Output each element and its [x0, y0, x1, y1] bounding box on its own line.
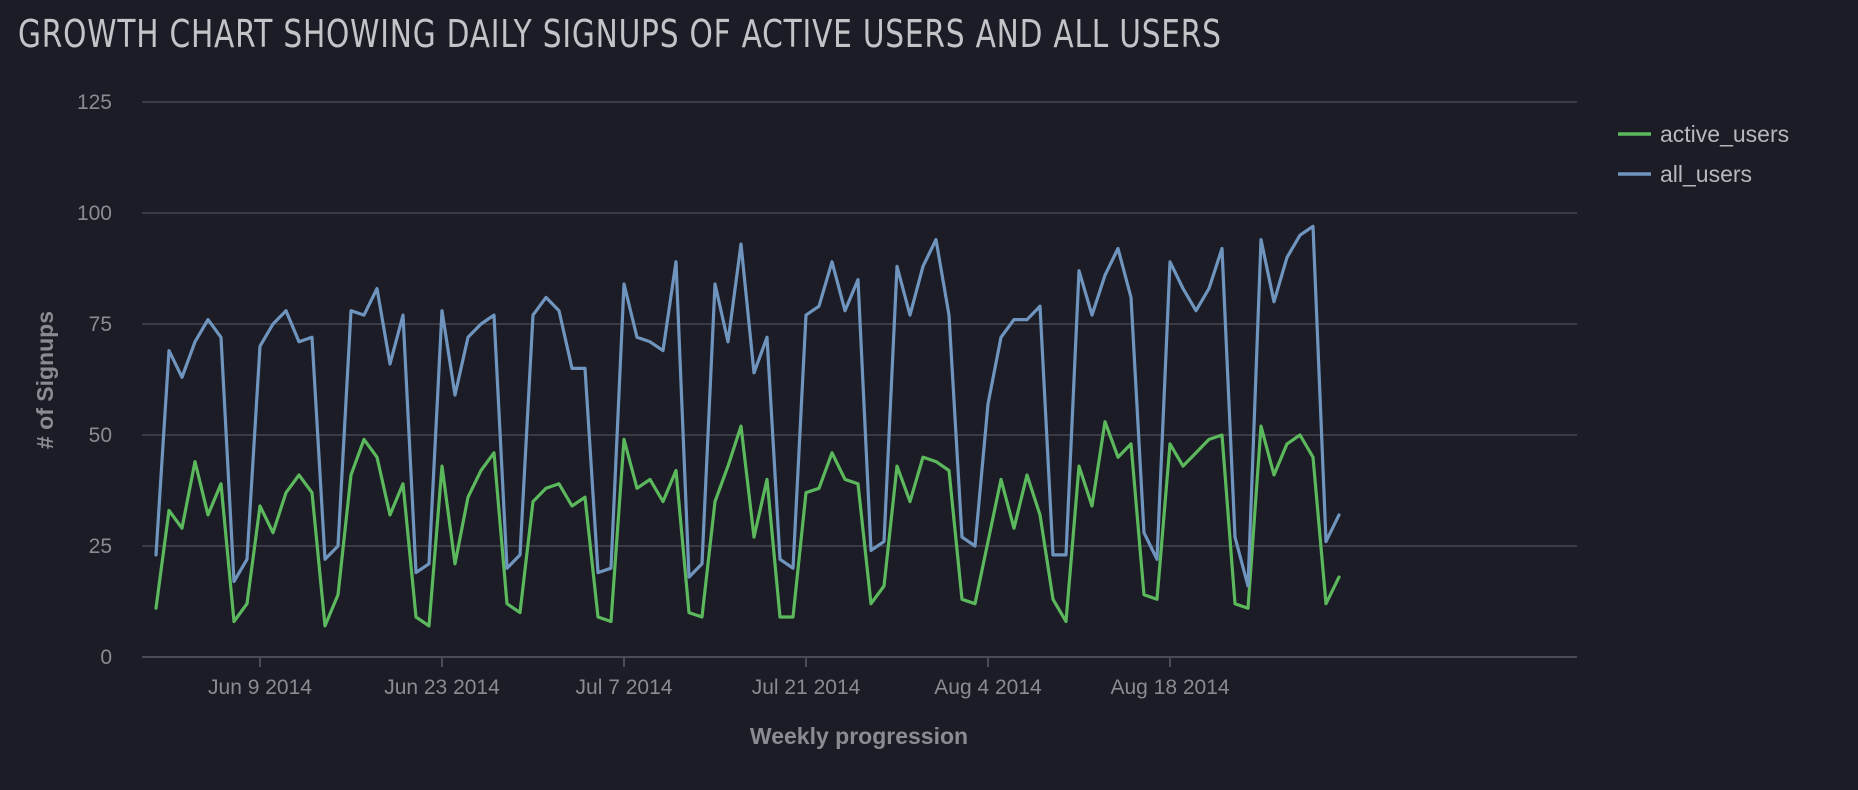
series-line-all-users [154, 224, 1341, 588]
y-axis-title: # of Signups [32, 311, 58, 449]
y-tick-label: 25 [89, 535, 112, 558]
legend-item-active-users[interactable]: active_users [1618, 121, 1789, 147]
y-tick-labels: 0 25 50 75 100 125 [77, 91, 112, 669]
x-tick-label: Jun 23 2014 [384, 676, 500, 699]
x-axis-title: Weekly progression [750, 723, 968, 749]
y-tick-label: 0 [100, 646, 112, 669]
chart-title: GROWTH CHART SHOWING DAILY SIGNUPS OF AC… [18, 12, 1222, 56]
grid-lines [142, 101, 1577, 658]
y-tick-label: 100 [77, 202, 112, 225]
y-tick-label: 125 [77, 91, 112, 114]
legend-label: all_users [1660, 161, 1752, 187]
x-tick-label: Jul 21 2014 [752, 676, 861, 699]
legend-label: active_users [1660, 121, 1789, 147]
x-tick-label: Jun 9 2014 [208, 676, 312, 699]
y-tick-label: 50 [89, 424, 112, 447]
x-tick-labels: Jun 9 2014 Jun 23 2014 Jul 7 2014 Jul 21 20… [208, 657, 1230, 699]
series-lines [154, 224, 1341, 628]
x-tick-label: Aug 4 2014 [934, 676, 1042, 699]
x-tick-label: Aug 18 2014 [1110, 676, 1229, 699]
y-tick-label: 75 [89, 313, 112, 336]
legend-item-all-users[interactable]: all_users [1618, 161, 1752, 187]
series-line-active-users [154, 420, 1341, 628]
legend: active_users all_users [1618, 121, 1789, 187]
x-tick-label: Jul 7 2014 [576, 676, 673, 699]
